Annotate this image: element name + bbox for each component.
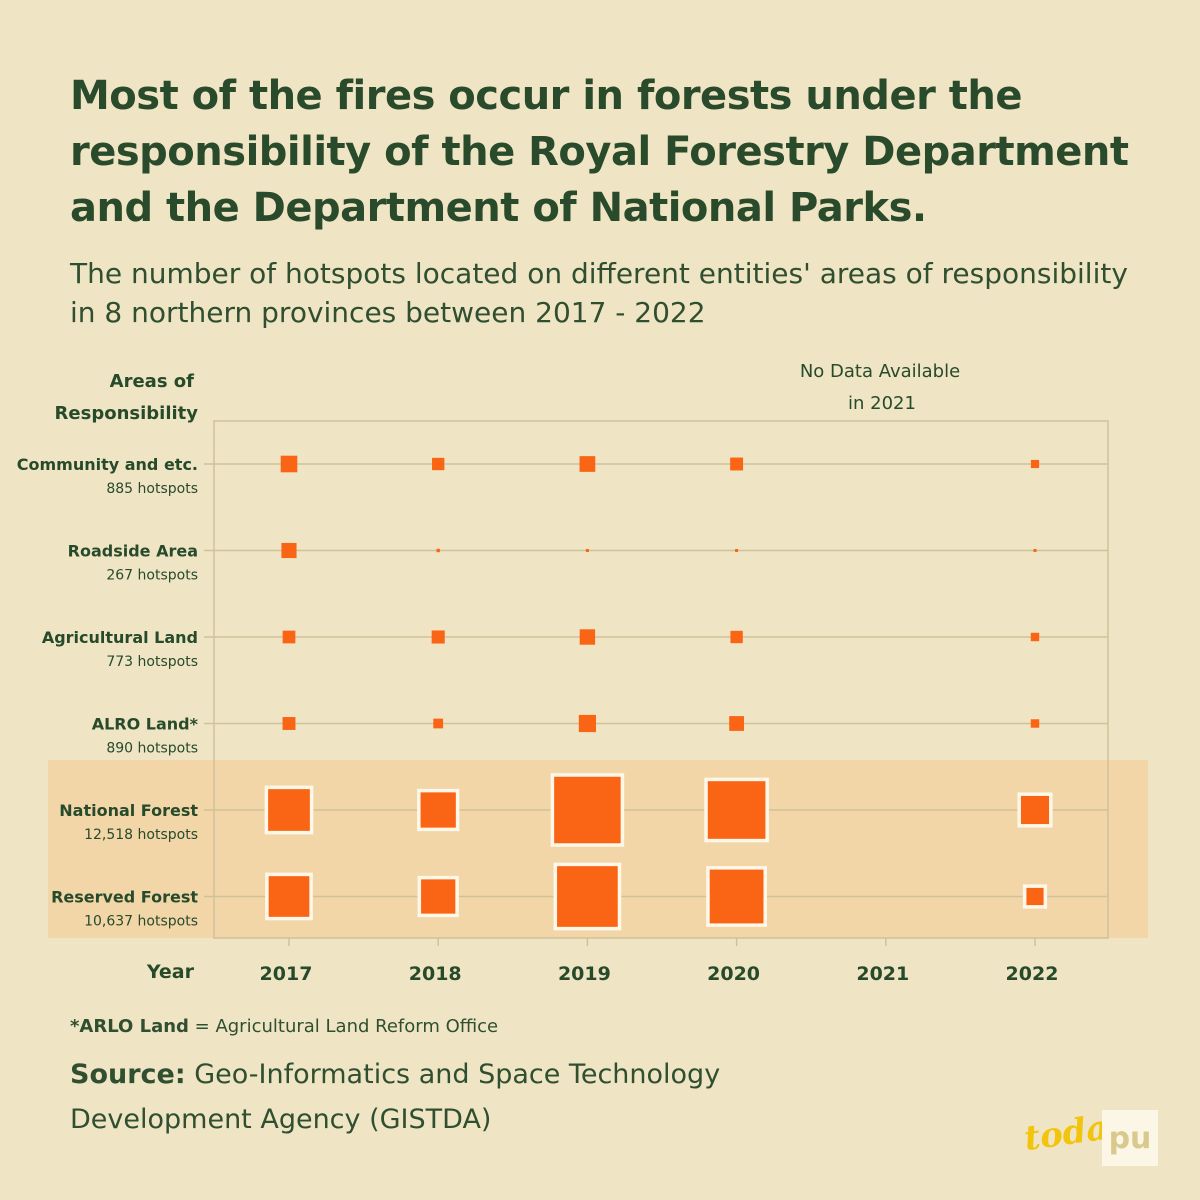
x-tick-label: 2021 bbox=[856, 963, 909, 985]
hotspot-marker bbox=[578, 714, 596, 733]
x-tick-label: 2020 bbox=[707, 963, 760, 985]
hotspot-marker bbox=[431, 630, 445, 644]
source-credit: Source: Geo-Informatics and Space Techno… bbox=[70, 1052, 790, 1142]
hotspot-marker bbox=[280, 455, 298, 473]
row-total: 267 hotspots bbox=[106, 568, 198, 584]
footnote: *ARLO Land = Agricultural Land Reform Of… bbox=[70, 1016, 498, 1037]
hotspot-marker bbox=[432, 457, 445, 471]
row-label: Community and etc. bbox=[17, 455, 198, 474]
hotspot-marker bbox=[706, 866, 767, 927]
hotspot-marker bbox=[1030, 719, 1040, 728]
row-label: Reserved Forest bbox=[51, 888, 198, 907]
y-axis-title-line2: Responsibility bbox=[55, 403, 199, 424]
page-subtitle: The number of hotspots located on differ… bbox=[70, 257, 1128, 329]
no-data-annotation-line2: in 2021 bbox=[848, 393, 916, 414]
hotspot-marker bbox=[553, 862, 622, 931]
hotspot-marker bbox=[729, 716, 744, 731]
row-total: 10,637 hotspots bbox=[84, 914, 198, 930]
hotspot-marker bbox=[579, 629, 596, 645]
row-total: 885 hotspots bbox=[106, 481, 198, 497]
row-total: 773 hotspots bbox=[106, 654, 198, 670]
hotspot-marker bbox=[585, 549, 589, 552]
footnote-definition: = Agricultural Land Reform Office bbox=[188, 1016, 499, 1037]
row-label: Agricultural Land bbox=[42, 628, 198, 647]
source-text: Geo-Informatics and Space Technology Dev… bbox=[70, 1059, 721, 1135]
hotspot-marker bbox=[264, 785, 314, 835]
x-tick-label: 2022 bbox=[1006, 963, 1059, 985]
hotspot-marker bbox=[417, 875, 459, 918]
row-label: ALRO Land* bbox=[92, 715, 199, 734]
row-total: 890 hotspots bbox=[106, 741, 198, 757]
x-tick-label: 2017 bbox=[260, 963, 313, 985]
footnote-term: *ARLO Land bbox=[70, 1016, 189, 1037]
x-tick-label: 2018 bbox=[409, 963, 462, 985]
hotspot-marker bbox=[282, 630, 296, 644]
hotspot-marker bbox=[1030, 459, 1040, 469]
hotspot-marker bbox=[550, 773, 625, 847]
hotspot-marker bbox=[735, 549, 739, 552]
hotspot-marker bbox=[579, 456, 596, 472]
hotspot-marker bbox=[265, 872, 313, 921]
row-label: National Forest bbox=[59, 801, 198, 820]
hotspot-marker bbox=[1017, 792, 1053, 828]
source-label: Source: bbox=[70, 1059, 186, 1090]
row-total: 12,518 hotspots bbox=[84, 827, 198, 843]
hotspot-marker bbox=[1033, 549, 1037, 552]
hotspot-marker bbox=[1022, 884, 1048, 909]
hotspot-marker bbox=[417, 788, 460, 832]
hotspot-marker bbox=[730, 630, 743, 644]
hotspot-marker bbox=[433, 718, 444, 729]
y-axis-title-line1: Areas of bbox=[110, 371, 195, 392]
x-tick-label: 2019 bbox=[558, 963, 611, 985]
x-axis-title: Year bbox=[146, 961, 195, 983]
hotspot-marker bbox=[1030, 632, 1040, 642]
hotspot-marker bbox=[282, 717, 296, 730]
hotspot-marker bbox=[281, 542, 297, 559]
page-title: Most of the fires occur in forests under… bbox=[70, 73, 1129, 231]
no-data-annotation-line1: No Data Available bbox=[800, 361, 960, 382]
pu-logo: pu bbox=[1102, 1110, 1158, 1166]
hotspot-marker bbox=[704, 777, 769, 843]
row-label: Roadside Area bbox=[68, 542, 198, 561]
hotspot-marker bbox=[730, 457, 744, 471]
plot-frame bbox=[213, 420, 1109, 939]
hotspot-marker bbox=[436, 548, 440, 553]
